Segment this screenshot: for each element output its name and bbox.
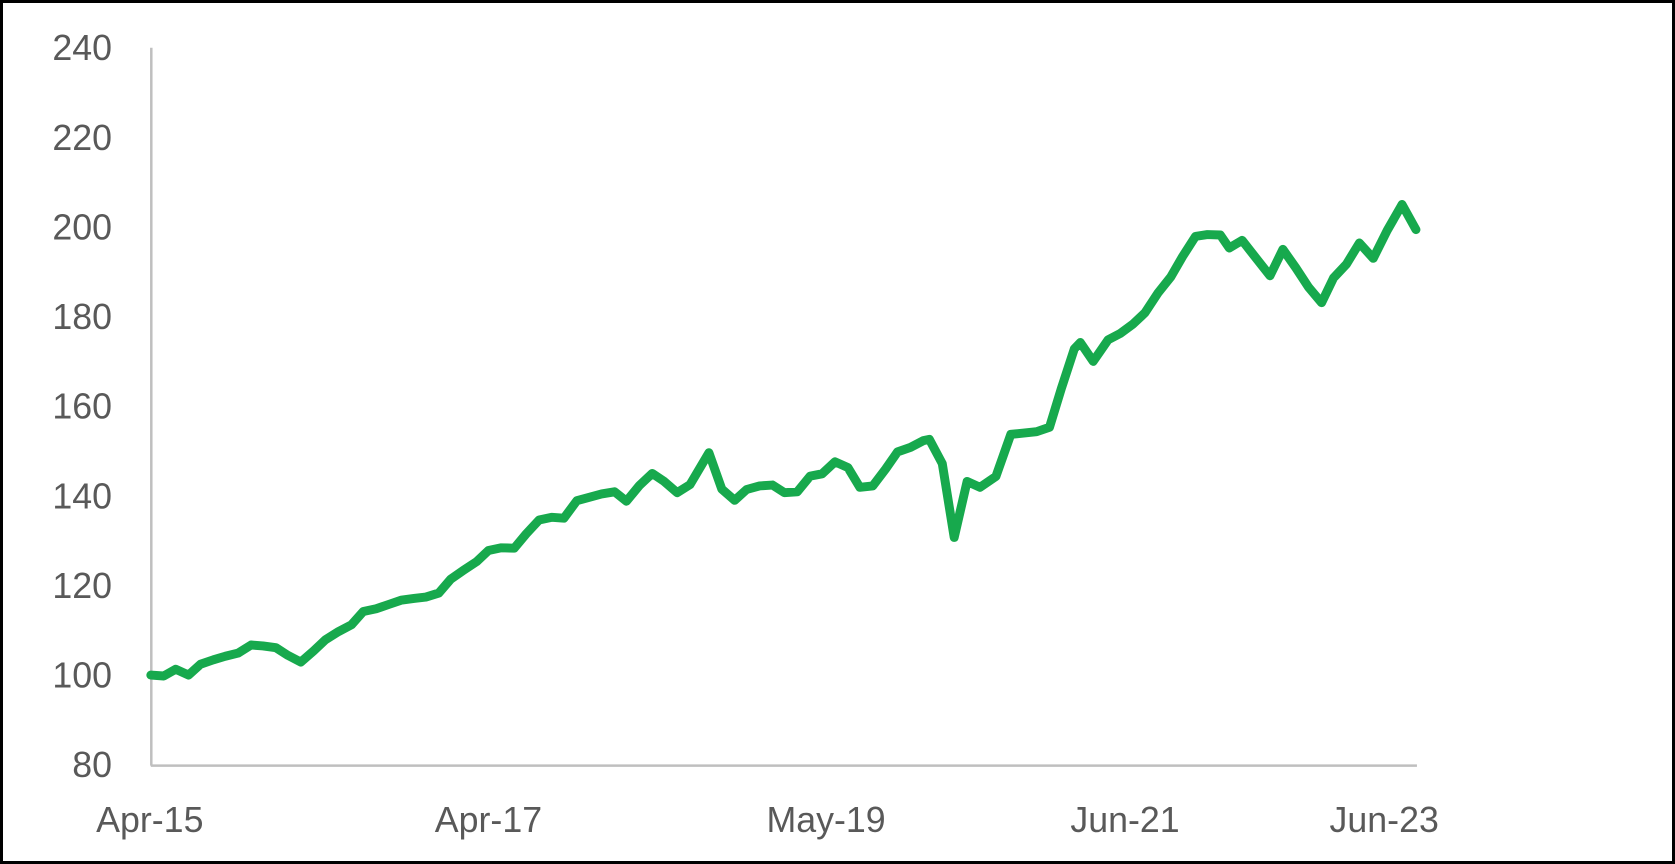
x-axis-tick-label: Apr-17 [435,800,542,840]
y-axis-tick-label: 140 [52,476,112,516]
y-axis-tick-label: 120 [52,566,112,606]
y-axis-tick-label: 200 [52,207,112,247]
y-axis-tick-label: 220 [52,118,112,158]
x-axis-tick-label: Jun-23 [1330,800,1439,840]
y-axis-tick-label: 80 [72,745,112,785]
data-series-line [146,200,1421,681]
y-axis-tick-label: 100 [52,656,112,696]
y-axis-tick-label: 160 [52,387,112,427]
x-axis-tick-label: Apr-15 [96,800,203,840]
y-axis-tick-label: 240 [52,28,112,68]
line-chart: 240 220 200 180 160 140 120 100 80 Apr-15 Apr-17 Ma… [52,28,1439,840]
x-axis-tick-label: May-19 [766,800,885,840]
y-axis-tick-label: 180 [52,297,112,337]
x-axis-tick-label: Jun-21 [1070,800,1179,840]
